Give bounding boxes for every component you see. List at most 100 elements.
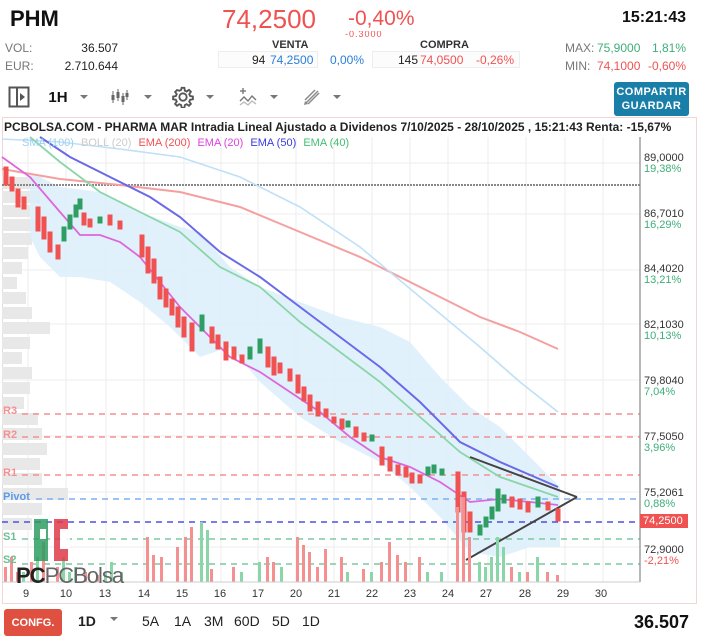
pivot-label-r3: R3	[3, 405, 18, 417]
compra-label: COMPRA	[420, 39, 469, 51]
change-absolute: -0,3000	[345, 31, 383, 37]
x-tick: 24	[441, 588, 455, 600]
min-label: MIN:	[565, 59, 591, 73]
change-percent: -0,40%	[348, 7, 415, 30]
vol-label: VOL:	[5, 41, 33, 55]
chevron-down-icon[interactable]	[80, 95, 88, 99]
chevron-down-icon[interactable]	[110, 617, 118, 621]
y-tick-price: 86,7010	[644, 208, 684, 220]
period-5d[interactable]: 5D	[272, 613, 290, 629]
period-5a[interactable]: 5A	[142, 613, 160, 629]
compra-box	[372, 51, 520, 68]
last-price: 74,2500	[222, 4, 316, 34]
legend-ema50[interactable]: EMA (50)	[250, 137, 297, 149]
x-tick: 15	[175, 588, 189, 600]
period-60d[interactable]: 60D	[234, 613, 260, 629]
x-tick: 22	[365, 588, 379, 600]
quote-time: 15:21:43	[622, 9, 687, 26]
pcbolsa-logo-icon	[34, 519, 70, 561]
x-tick: 30	[594, 588, 608, 600]
compra-price: 74,0500	[420, 53, 464, 67]
x-tick: 29	[556, 588, 570, 600]
y-tick-pct: 0,88%	[644, 498, 676, 510]
price-chart	[1, 136, 688, 583]
gear-icon[interactable]	[172, 84, 194, 110]
legend-sma100[interactable]: SMA (100)	[22, 137, 74, 149]
legend-ema40[interactable]: EMA (40)	[303, 137, 350, 149]
max-value: 75,9000	[597, 41, 641, 55]
chevron-down-icon[interactable]	[333, 95, 341, 99]
y-tick-pct: 10,13%	[644, 330, 682, 342]
period-3m[interactable]: 3M	[204, 613, 224, 629]
x-tick: 23	[403, 588, 417, 600]
y-tick-pct: 13,21%	[644, 274, 682, 286]
pivot-label-r1: R1	[3, 467, 18, 479]
venta-box	[218, 51, 318, 68]
chart-toolbar: 1H	[0, 84, 703, 112]
pivot-label-s2: S2	[3, 554, 17, 566]
candlestick-icon[interactable]	[110, 84, 130, 110]
compra-pct: -0,26%	[476, 53, 515, 67]
y-tick-price: 72,9000	[644, 544, 684, 556]
watermark: PCPCBolsa	[16, 563, 124, 588]
venta-pct: 0,00%	[330, 53, 365, 67]
current-price-label: 74,2500	[643, 515, 683, 527]
pivot-lines	[2, 413, 640, 565]
eur-value: 2.710.644	[64, 59, 118, 73]
period-1a[interactable]: 1A	[174, 613, 192, 629]
volume-total: 36.507	[634, 612, 690, 632]
indicators-icon[interactable]	[238, 84, 258, 110]
max-label: MAX:	[565, 41, 595, 55]
x-tick: 9	[22, 588, 30, 600]
compra-qty: 145	[398, 53, 419, 67]
period-1d[interactable]: 1D	[302, 613, 320, 629]
x-tick: 27	[479, 588, 493, 600]
y-tick-price: 89,0000	[644, 152, 684, 164]
chart-title: PCBOLSA.COM - PHARMA MAR Intradia Lineal…	[4, 120, 672, 134]
x-tick: 14	[137, 588, 151, 600]
chevron-down-icon[interactable]	[206, 95, 214, 99]
y-tick-price: 84,4020	[644, 263, 684, 275]
y-tick-pct: 19,38%	[644, 163, 682, 175]
ema50-line	[39, 136, 559, 488]
pencil-icon[interactable]	[302, 84, 322, 110]
y-tick-price: 75,2061	[644, 487, 684, 499]
x-tick: 17	[251, 588, 265, 600]
chevron-down-icon[interactable]	[270, 95, 278, 99]
current-price-marker-bg	[640, 514, 688, 528]
interval-select[interactable]: 1D	[78, 613, 96, 629]
y-tick-pct: -2,21%	[644, 555, 679, 567]
y-tick-pct: 7,04%	[644, 386, 676, 398]
y-tick-price: 77,5050	[644, 431, 684, 443]
sidebar-toggle-icon[interactable]	[8, 84, 30, 110]
pivot-label-r2: R2	[3, 429, 18, 441]
ema200-line	[1, 168, 559, 350]
share-save-button[interactable]: COMPARTIR GUARDAR	[614, 82, 689, 116]
x-tick: 16	[213, 588, 227, 600]
legend-ema200[interactable]: EMA (200)	[138, 137, 191, 149]
symbol: PHM	[10, 6, 59, 31]
ema20-line	[1, 156, 559, 506]
min-value: 74,1000	[597, 59, 641, 73]
x-tick: 21	[327, 588, 341, 600]
save-label: GUARDAR	[621, 100, 682, 112]
config-button[interactable]: CONFG.	[4, 609, 62, 636]
min-pct: -0,60%	[648, 59, 687, 73]
pivot-label-s1: S1	[3, 531, 17, 543]
legend-ema20[interactable]: EMA (20)	[197, 137, 244, 149]
legend-boll20[interactable]: BOLL (20)	[81, 137, 132, 149]
chart-legend: SMA (100) BOLL (20) EMA (200) EMA (20) E…	[22, 137, 353, 149]
bollinger-band	[30, 172, 560, 557]
x-tick: 20	[289, 588, 303, 600]
y-tick-price: 82,1030	[644, 319, 684, 331]
pivot-label-pivot: Pivot	[3, 491, 30, 503]
venta-price: 74,2500	[270, 53, 314, 67]
volume-bars	[4, 497, 559, 582]
x-tick: 10	[59, 588, 73, 600]
y-tick-pct: 16,29%	[644, 219, 682, 231]
x-tick: 28	[518, 588, 532, 600]
venta-qty: 94	[252, 53, 266, 67]
y-tick-price: 79,8040	[644, 375, 684, 387]
interval-select[interactable]: 1H	[48, 88, 68, 106]
chevron-down-icon[interactable]	[144, 95, 152, 99]
